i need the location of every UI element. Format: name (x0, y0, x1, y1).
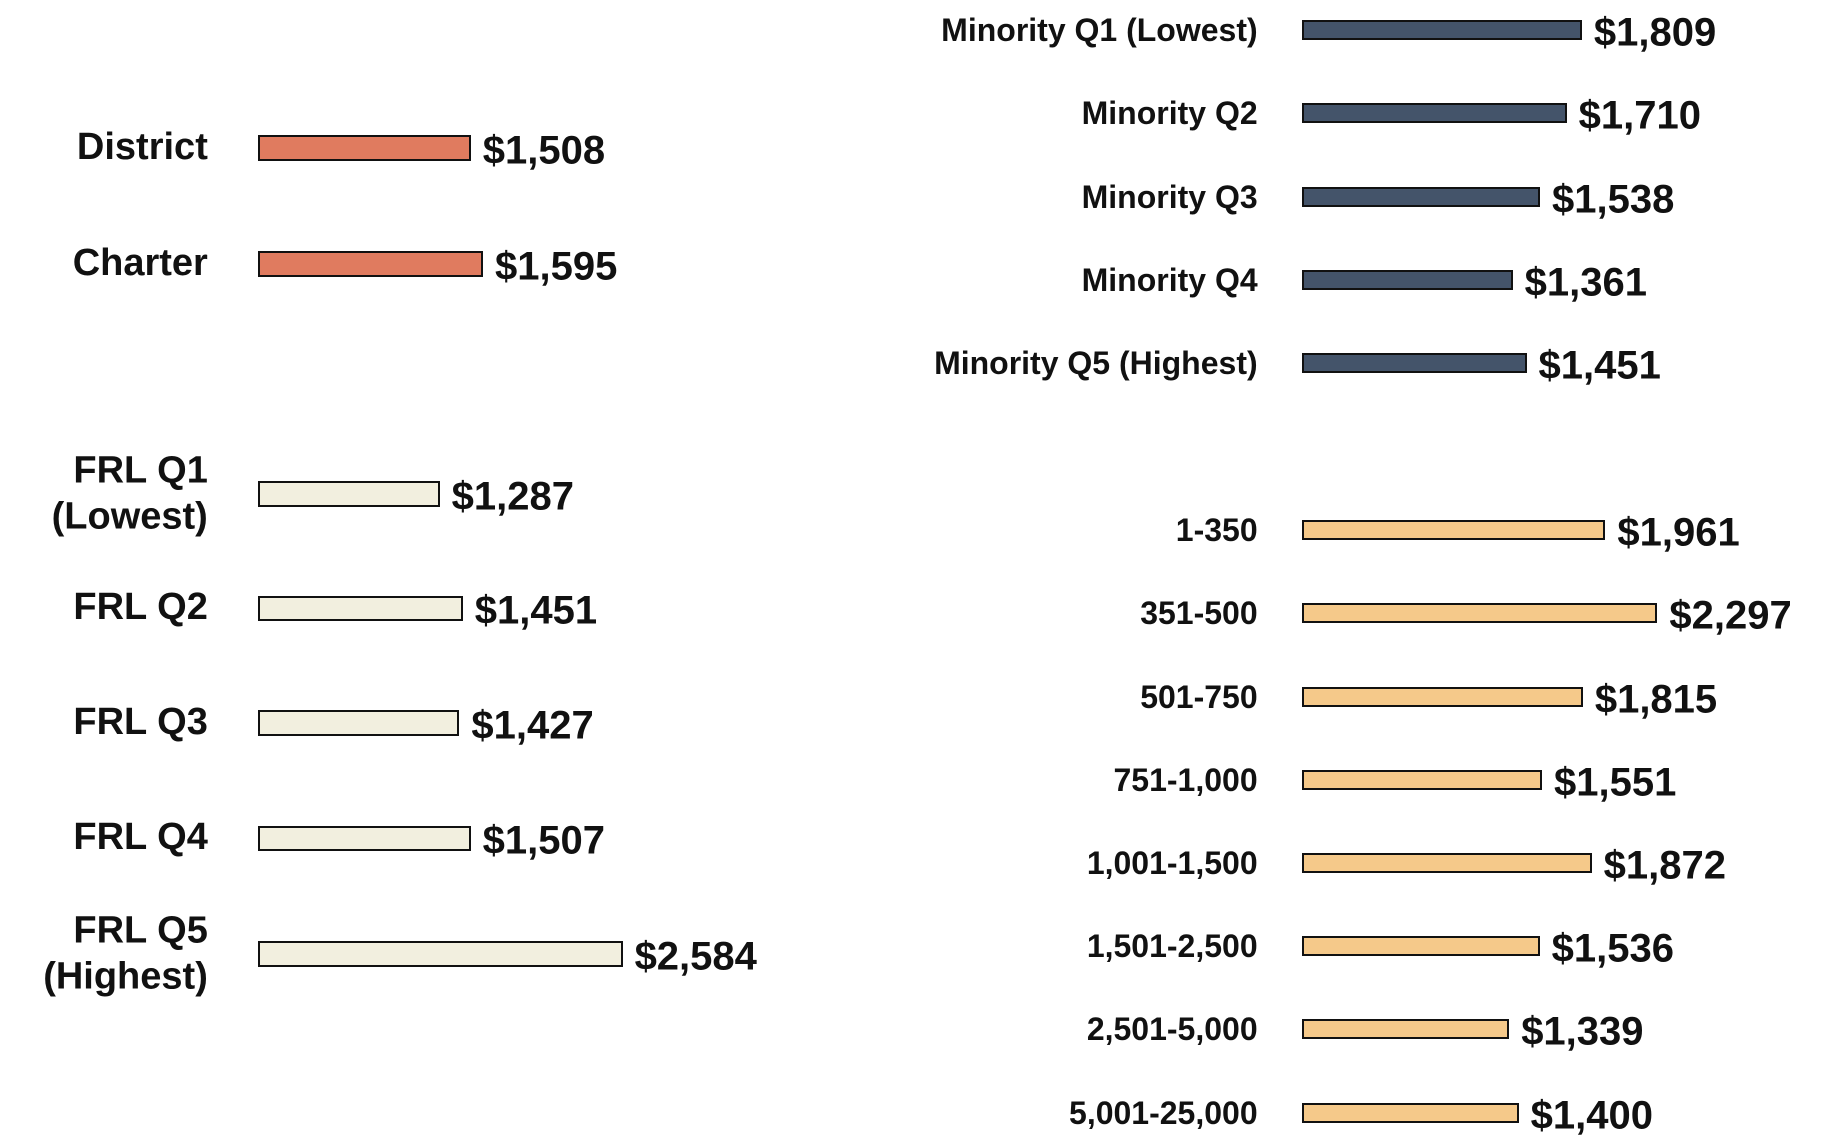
bar (258, 941, 623, 967)
bar (1302, 270, 1513, 291)
value-label: $1,538 (1551, 177, 1675, 222)
category-label: Charter (72, 242, 208, 285)
category-label: 1-350 (1175, 511, 1258, 548)
value-label: $1,595 (495, 244, 618, 289)
value-label: $1,508 (482, 128, 606, 173)
bar (1302, 853, 1592, 873)
category-label: Minority Q5 (Highest) (934, 344, 1258, 381)
value-label: $1,400 (1530, 1093, 1653, 1138)
category-label: FRL Q1 (Lowest) (51, 449, 208, 537)
bar (1302, 103, 1567, 124)
bar (258, 595, 463, 622)
category-label: 1,001-1,500 (1086, 844, 1258, 881)
category-label: FRL Q4 (73, 816, 208, 859)
bar (1302, 1102, 1519, 1123)
category-label: Minority Q3 (1081, 179, 1258, 216)
category-label: 501-750 (1140, 678, 1258, 715)
bar (1302, 353, 1527, 374)
category-label: 2,501-5,000 (1086, 1010, 1258, 1047)
value-label: $1,551 (1553, 760, 1677, 805)
value-label: $1,536 (1551, 926, 1675, 971)
bar (258, 709, 460, 736)
value-label: $2,297 (1669, 593, 1792, 638)
category-label: Minority Q1 (Lowest) (941, 12, 1258, 49)
category-label: 5,001-25,000 (1069, 1094, 1258, 1131)
bar (1302, 687, 1583, 708)
bar (1302, 20, 1582, 41)
category-label: FRL Q5 (Highest) (43, 909, 208, 998)
category-label: 1,501-2,500 (1086, 927, 1258, 964)
bar (1302, 1018, 1510, 1039)
value-label: $1,872 (1603, 843, 1726, 888)
bar (258, 825, 471, 852)
bar (1302, 603, 1658, 623)
value-label: $1,427 (471, 703, 594, 748)
value-label: $1,507 (482, 818, 605, 863)
category-label: FRL Q3 (73, 701, 208, 744)
category-label: Minority Q2 (1081, 95, 1258, 132)
value-label: $1,710 (1578, 93, 1701, 138)
value-label: $1,361 (1524, 260, 1647, 305)
value-label: $2,584 (634, 934, 757, 979)
bar (258, 251, 484, 277)
bar (1302, 520, 1606, 541)
bar (1302, 935, 1540, 956)
category-label: 351-500 (1140, 594, 1258, 631)
bar (258, 135, 471, 162)
bar (258, 481, 440, 507)
category-label: 751-1,000 (1113, 761, 1258, 798)
bar (1302, 770, 1542, 790)
value-label: $1,815 (1594, 677, 1718, 722)
value-label: $1,339 (1521, 1009, 1644, 1054)
value-label: $1,287 (451, 474, 574, 519)
value-label: $1,451 (1538, 343, 1661, 388)
category-label: District (76, 126, 208, 169)
bar (1302, 187, 1540, 208)
value-label: $1,809 (1593, 10, 1717, 55)
category-label: Minority Q4 (1081, 262, 1258, 299)
value-label: $1,451 (474, 588, 598, 633)
value-label: $1,961 (1617, 510, 1740, 555)
category-label: FRL Q2 (73, 586, 208, 629)
